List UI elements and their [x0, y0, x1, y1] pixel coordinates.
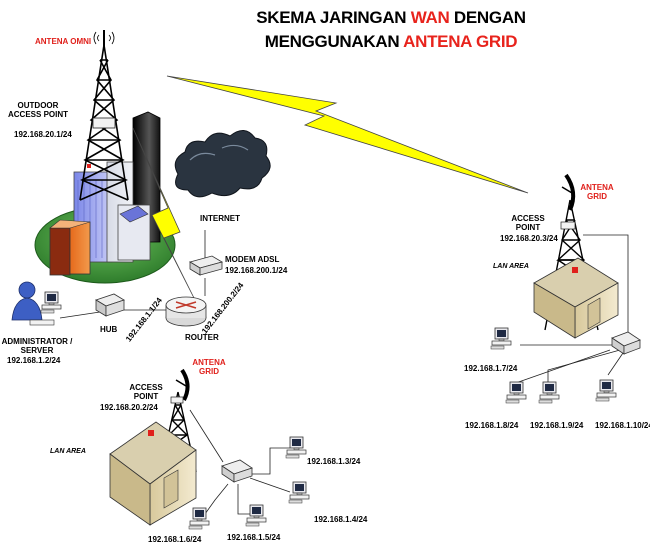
pc-ip-1-5: 192.168.1.5/24 [227, 533, 281, 542]
wireless-link-bolt-wan [166, 75, 529, 194]
modem-ip: 192.168.200.1/24 [225, 266, 288, 275]
pc-icon [595, 379, 617, 402]
router-label: ROUTER [185, 333, 219, 342]
main-site-graphic [34, 30, 176, 284]
hub-icon [95, 293, 125, 317]
network-cables [59, 230, 629, 515]
title-line-1: SKEMA JARINGAN WAN DENGAN [256, 8, 526, 27]
pc-icon [245, 504, 267, 527]
pc-icon [288, 481, 310, 504]
router-icon [165, 296, 207, 327]
internet-label: INTERNET [200, 214, 240, 223]
admin-label: ADMINISTRATOR / SERVER [1, 337, 73, 355]
pc-icon [285, 436, 307, 459]
pc-ip-1-8: 192.168.1.8/24 [465, 421, 519, 430]
left-antena-grid-label: ANTENA GRID [192, 358, 226, 376]
antena-omni-label: ANTENA OMNI [35, 37, 92, 46]
pc-icon [505, 381, 527, 404]
title-highlight-antena-grid: ANTENA GRID [403, 32, 518, 51]
left-access-point-ip: 192.168.20.2/24 [100, 403, 158, 412]
pc-ip-1-4: 192.168.1.4/24 [314, 515, 368, 524]
outdoor-ap-label: OUTDOOR ACCESS POINT [8, 101, 69, 119]
admin-ip: 192.168.1.2/24 [7, 356, 61, 365]
left-remote-site [109, 368, 310, 530]
pc-icon [538, 381, 560, 404]
modem-label: MODEM ADSL [225, 255, 280, 264]
pc-ip-1-7: 192.168.1.7/24 [464, 364, 518, 373]
outdoor-ap-ip: 192.168.20.1/24 [14, 130, 72, 139]
internet-cloud-icon [174, 130, 271, 198]
pc-icon [188, 507, 210, 530]
right-antena-grid-label: ANTENA GRID [580, 183, 614, 201]
left-access-point-label: ACCESS POINT [129, 383, 163, 401]
pc-ip-1-3: 192.168.1.3/24 [307, 457, 361, 466]
pc-ip-1-10: 192.168.1.10/24 [595, 421, 650, 430]
right-lan-area-label: LAN AREA [493, 263, 529, 270]
hub-label: HUB [100, 325, 118, 334]
title-line-2: MENGGUNAKAN ANTENA GRID [264, 32, 518, 51]
title-highlight-wan: WAN [410, 8, 450, 27]
right-access-point-label: ACCESS POINT [511, 214, 545, 232]
pc-ip-1-9: 192.168.1.9/24 [530, 421, 584, 430]
right-access-point-ip: 192.168.20.3/24 [500, 234, 558, 243]
diagram-title: SKEMA JARINGAN WAN DENGAN MENGGUNAKAN AN… [232, 6, 550, 54]
modem-adsl-icon [188, 255, 224, 276]
left-lan-area-label: LAN AREA [50, 448, 86, 455]
pc-ip-1-6: 192.168.1.6/24 [148, 535, 202, 544]
pc-icon [490, 327, 512, 350]
administrator-server-icon [11, 281, 62, 326]
right-remote-site [490, 173, 641, 404]
